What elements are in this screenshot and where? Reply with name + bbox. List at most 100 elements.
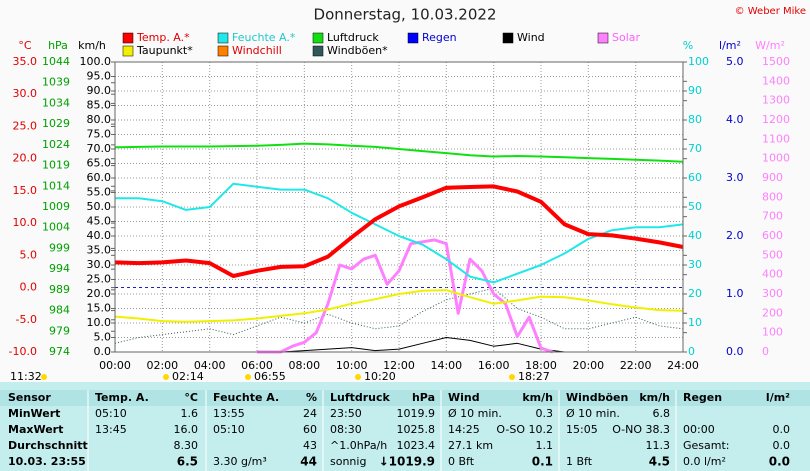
- table-cell: 23:50: [330, 407, 362, 420]
- tick-label: 0.0: [20, 281, 38, 294]
- tick-label: -10.0: [9, 345, 37, 358]
- table-cell: 0.1: [532, 455, 553, 469]
- axis-label: km/h: [78, 39, 106, 52]
- table-header: Windböen: [566, 391, 628, 404]
- tick-label: 979: [49, 324, 70, 337]
- table-cell: 11.3: [646, 439, 671, 452]
- tick-label: 65.0: [87, 157, 112, 170]
- tick-label: 1009: [42, 200, 70, 213]
- table-cell: 08:30: [330, 423, 362, 436]
- tick-label: 1300: [762, 94, 790, 107]
- tick-label: 60.0: [87, 171, 112, 184]
- table-cell: 1 Bft: [566, 455, 593, 468]
- table-cell: 1025.8: [397, 423, 436, 436]
- tick-label: 5.0: [20, 248, 38, 261]
- time-marker: 06:55: [254, 370, 286, 383]
- tick-label: 700: [762, 210, 783, 223]
- table-cell: 1019.9: [397, 407, 436, 420]
- tick-label: 25.0: [13, 119, 38, 132]
- legend-swatch: [502, 32, 514, 44]
- tick-label: 90: [688, 84, 702, 97]
- tick-label: 20.0: [87, 287, 112, 300]
- tick-label: 15.0: [87, 302, 112, 315]
- tick-label: 3.0: [726, 171, 744, 184]
- x-tick-label: 24:00: [667, 359, 699, 372]
- table-cell: 10.03. 23:55: [8, 455, 86, 468]
- table-cell: 13:45: [95, 423, 127, 436]
- tick-label: 50: [688, 200, 702, 213]
- table-cell: 14:25: [448, 423, 480, 436]
- table-cell: O-NO 38.3: [612, 423, 670, 436]
- table-header: Wind: [448, 391, 480, 404]
- marker-icon: [509, 374, 515, 380]
- x-tick-label: 22:00: [620, 359, 652, 372]
- series-line: [114, 142, 684, 163]
- table-cell: 00:00: [683, 423, 715, 436]
- table-cell: 05:10: [213, 423, 245, 436]
- legend-swatch: [122, 32, 134, 44]
- tick-label: 999: [49, 241, 70, 254]
- table-cell: Durchschnitt: [8, 439, 88, 452]
- tick-label: 40: [688, 229, 702, 242]
- legend-label: Temp. A.*: [136, 31, 190, 44]
- tick-label: 35.0: [87, 244, 112, 257]
- table-separators: [87, 390, 677, 471]
- credit: © Weber Mike: [735, 6, 806, 17]
- tick-label: 100: [762, 326, 783, 339]
- table-header: hPa: [412, 391, 435, 404]
- table-cell: 0 Bft: [448, 455, 475, 468]
- axis-label: °C: [18, 39, 32, 52]
- table-cell: 6.8: [653, 407, 671, 420]
- tick-label: 70.0: [87, 142, 112, 155]
- x-tick-label: 16:00: [478, 359, 510, 372]
- table-cell: 16.0: [174, 423, 199, 436]
- legend-swatch: [597, 32, 609, 44]
- tick-label: 75.0: [87, 128, 112, 141]
- tick-label: 2.0: [726, 229, 744, 242]
- marker-icon: [41, 374, 47, 380]
- table-cell: 60: [303, 423, 317, 436]
- table-header: Luftdruck: [330, 391, 391, 404]
- table-cell: ↓1019.9: [379, 455, 435, 469]
- x-tick-label: 02:00: [146, 359, 178, 372]
- tick-label: 1039: [42, 76, 70, 89]
- table-header: Regen: [683, 391, 722, 404]
- table-cell: 8.30: [174, 439, 199, 452]
- table-header: km/h: [522, 391, 553, 404]
- x-tick-label: 20:00: [572, 359, 604, 372]
- table-cell: 4.5: [649, 455, 670, 469]
- x-tick-label: 00:00: [99, 359, 131, 372]
- legend-label: Taupunkt*: [136, 44, 193, 57]
- chart-title: Donnerstag, 10.03.2022: [314, 6, 497, 24]
- tick-label: 15.0: [13, 184, 38, 197]
- axis-label: %: [683, 39, 693, 52]
- tick-label: 30.0: [13, 87, 38, 100]
- tick-label: 10: [688, 316, 702, 329]
- marker-icon: [245, 374, 251, 380]
- table-cell: O-SO 10.2: [496, 423, 553, 436]
- x-tick-label: 06:00: [241, 359, 273, 372]
- x-tick-label: 04:00: [194, 359, 226, 372]
- tick-label: 100: [688, 55, 709, 68]
- tick-label: 20: [688, 287, 702, 300]
- tick-label: 80.0: [87, 113, 112, 126]
- legend-swatch: [217, 32, 229, 44]
- table-header: °C: [184, 391, 198, 404]
- legend-label: Wind: [517, 31, 545, 44]
- tick-label: 0.0: [94, 345, 112, 358]
- table-cell: 43: [303, 439, 317, 452]
- table-cell: Gesamt:: [683, 439, 730, 452]
- table-cell: MaxWert: [8, 423, 63, 436]
- tick-label: 1044: [42, 55, 70, 68]
- table-cell: 1.1: [536, 439, 554, 452]
- table-cell: 15:05: [566, 423, 598, 436]
- tick-label: 984: [49, 304, 70, 317]
- table-cell: 0.0: [773, 423, 791, 436]
- table-cell: Ø 10 min.: [566, 407, 620, 420]
- time-marker: 18:27: [518, 370, 550, 383]
- legend-swatch: [312, 32, 324, 44]
- tick-label: 0: [688, 345, 695, 358]
- tick-label: 500: [762, 248, 783, 261]
- tick-label: 1034: [42, 96, 70, 109]
- table-cell: 27.1 km: [448, 439, 493, 452]
